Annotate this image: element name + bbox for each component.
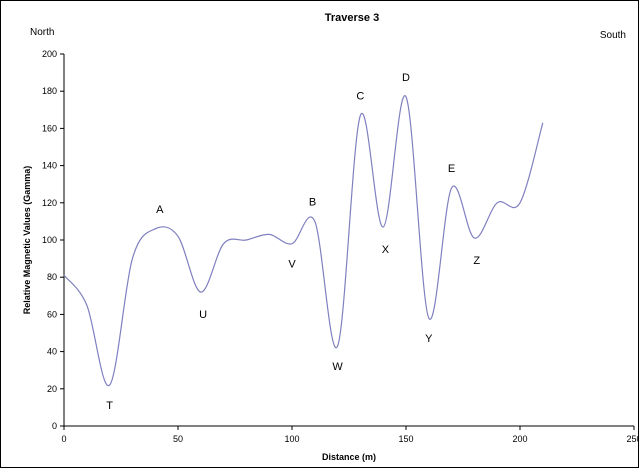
- x-tick-label: 200: [512, 434, 527, 444]
- annotation-label: W: [332, 361, 343, 373]
- y-tick-label: 200: [42, 49, 57, 59]
- series-line: [63, 95, 544, 386]
- x-tick-label: 150: [398, 434, 413, 444]
- y-tick-label: 140: [42, 161, 57, 171]
- x-tick-label: 50: [173, 434, 183, 444]
- y-tick-label: 120: [42, 198, 57, 208]
- annotation-label: V: [288, 259, 296, 271]
- y-tick-label: 80: [47, 272, 57, 282]
- annotation-label: Z: [473, 255, 480, 267]
- y-tick-label: 100: [42, 235, 57, 245]
- x-tick-label: 250: [626, 434, 639, 444]
- annotation-label: T: [106, 400, 113, 412]
- annotation-label: B: [309, 197, 316, 209]
- y-axis-ticks: 0 20 40 60 80 100 120 140 160 180 200: [42, 49, 64, 431]
- annotation-label: Y: [425, 333, 433, 345]
- annotation-label: D: [402, 72, 410, 84]
- y-tick-label: 60: [47, 309, 57, 319]
- annotation-label: A: [156, 204, 164, 216]
- y-tick-label: 0: [52, 421, 57, 431]
- x-axis-title: Distance (m): [322, 452, 376, 462]
- x-axis-ticks: 0 50 100 150 200 250: [61, 426, 639, 444]
- y-tick-label: 180: [42, 86, 57, 96]
- y-axis-title: Relative Magnetic Values (Gamma): [22, 166, 32, 315]
- annotation-label: X: [382, 244, 390, 256]
- x-tick-label: 100: [284, 434, 299, 444]
- point-annotations: T A U V B W C X D Y E Z: [106, 72, 480, 412]
- south-label: South: [600, 30, 626, 41]
- annotation-label: U: [199, 309, 207, 321]
- annotation-label: C: [356, 91, 364, 103]
- chart-title: Traverse 3: [325, 12, 379, 24]
- north-label: North: [30, 27, 54, 38]
- y-tick-label: 160: [42, 123, 57, 133]
- annotation-label: E: [448, 163, 455, 175]
- y-tick-label: 20: [47, 384, 57, 394]
- x-tick-label: 0: [61, 434, 66, 444]
- y-tick-label: 40: [47, 347, 57, 357]
